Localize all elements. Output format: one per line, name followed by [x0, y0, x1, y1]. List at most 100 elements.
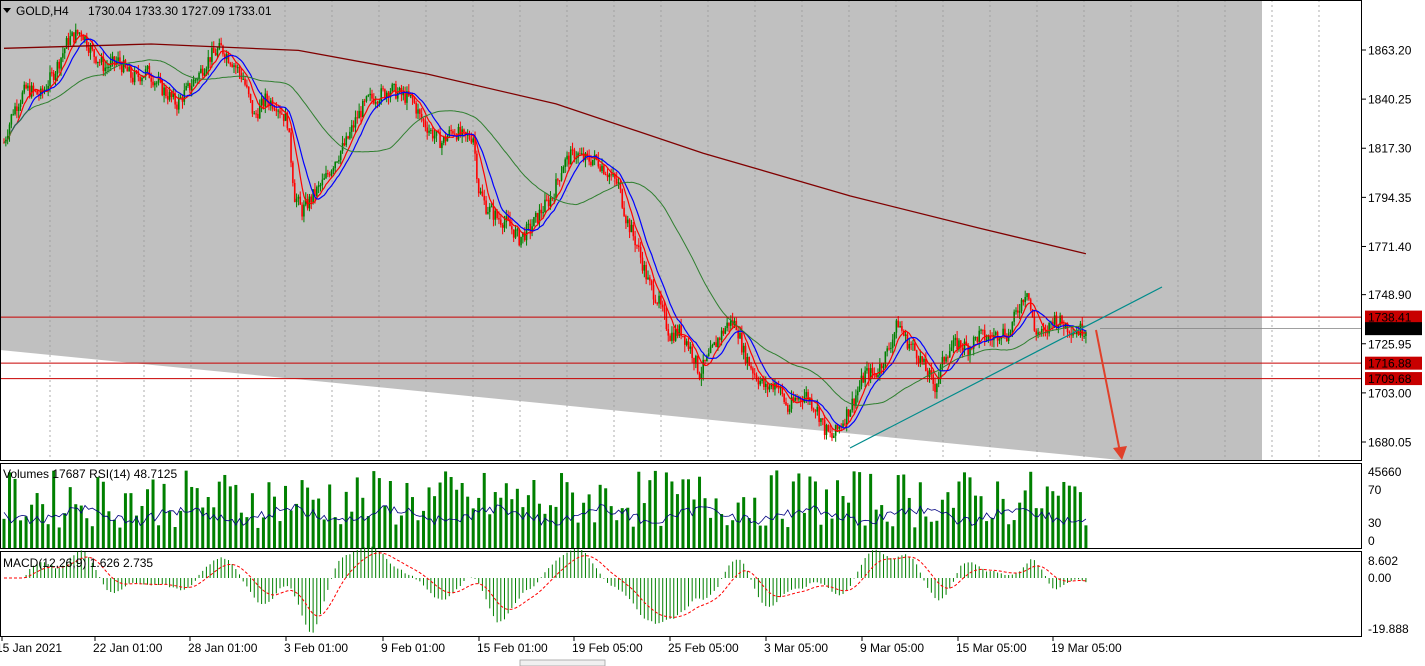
candle-body [468, 134, 471, 140]
price-tag-label: 1716.88 [1368, 357, 1412, 371]
candle-body [369, 93, 371, 96]
candle-body [470, 139, 473, 143]
candle-body [880, 364, 883, 369]
candle-body [23, 84, 26, 93]
candle-body [444, 136, 447, 142]
candle-body [257, 113, 259, 119]
volume-bar [968, 477, 972, 548]
volume-bar [736, 502, 740, 548]
volume-bar [206, 497, 210, 548]
candle-body [1059, 315, 1061, 325]
candle-body [1029, 299, 1032, 310]
candle-body [155, 82, 158, 84]
candle-body [424, 120, 427, 128]
volume-bar [521, 507, 525, 548]
candle-body [720, 330, 723, 340]
candle-body [297, 196, 300, 199]
indicator-tick-label: 70 [1368, 483, 1382, 497]
volume-bar [295, 503, 299, 548]
volume-bars [2, 470, 1088, 548]
candle-body [273, 108, 276, 110]
candle-body [763, 379, 765, 388]
candle-body [847, 409, 850, 417]
candle-body [190, 86, 193, 91]
candle-body [86, 36, 88, 48]
volume-bar [725, 525, 729, 548]
candle-body [98, 61, 101, 63]
volume-bar [769, 475, 773, 548]
volume-bar [471, 508, 475, 548]
candle-body [260, 98, 263, 106]
y-tick-label: 1771.40 [1368, 240, 1412, 254]
candle-body [638, 245, 640, 248]
candle-body [47, 85, 49, 90]
volume-bar [399, 515, 403, 548]
volume-bar [780, 518, 784, 548]
candle-body [985, 339, 988, 341]
candle-body [133, 71, 136, 83]
candle-body [768, 386, 771, 390]
candle-body [755, 374, 758, 381]
volume-bar [885, 521, 889, 548]
candle-body [40, 88, 42, 96]
volume-bar [714, 498, 718, 548]
candle-body [84, 36, 86, 41]
candle-body [822, 418, 824, 420]
candle-body [617, 182, 620, 184]
volume-bar [957, 481, 961, 548]
candle-body [448, 129, 451, 137]
volume-bar [659, 525, 663, 548]
y-tick-label: 1725.95 [1368, 337, 1412, 351]
candle-body [776, 382, 778, 388]
volume-bar [510, 499, 514, 548]
volume-bar [924, 516, 928, 548]
candle-body [759, 381, 762, 385]
candle-body [247, 86, 250, 95]
candle-body [899, 325, 901, 328]
candle-body [801, 400, 804, 403]
trend-line[interactable] [849, 286, 1163, 449]
candle-body [34, 90, 37, 92]
dropdown-icon[interactable] [3, 8, 11, 13]
candle-body [744, 345, 747, 364]
volume-bar [891, 526, 895, 548]
x-tick-label: 9 Feb 01:00 [381, 641, 445, 655]
macd-panel-frame [0, 551, 1362, 637]
volume-bar [830, 518, 834, 548]
candle-body [919, 356, 922, 363]
candle-body [965, 341, 968, 346]
candle-body [645, 264, 647, 280]
candle-body [74, 29, 77, 43]
candle-body [27, 85, 29, 89]
candle-body [897, 320, 900, 328]
candle-body [691, 346, 693, 359]
candle-body [546, 199, 548, 201]
candle-body [477, 179, 480, 194]
candle-body [514, 229, 517, 238]
indicator-tick-label: 8.602 [1368, 554, 1398, 568]
volume-bar [703, 498, 707, 548]
candle-body [19, 102, 22, 107]
candle-body [809, 398, 811, 401]
candle-body [330, 170, 333, 176]
candle-body [463, 129, 465, 132]
x-tick-label: 15 Mar 05:00 [956, 641, 1027, 655]
volume-bar [863, 525, 867, 548]
volume-bar [41, 504, 45, 548]
candle-body [658, 295, 660, 304]
symbol-label: GOLD,H4 [16, 4, 69, 18]
candle-body [479, 191, 482, 194]
candle-body [328, 174, 331, 176]
candle-body [702, 359, 704, 374]
ohlc-label: 1730.04 1733.30 1727.09 1733.01 [88, 4, 272, 18]
candle-body [912, 343, 914, 345]
candle-body [592, 159, 594, 166]
volume-bar [107, 511, 111, 548]
candle-body [891, 339, 894, 348]
scroll-tab[interactable] [519, 659, 606, 666]
volume-bar [808, 476, 812, 548]
volume-bar [940, 499, 944, 548]
candle-body [634, 236, 636, 246]
